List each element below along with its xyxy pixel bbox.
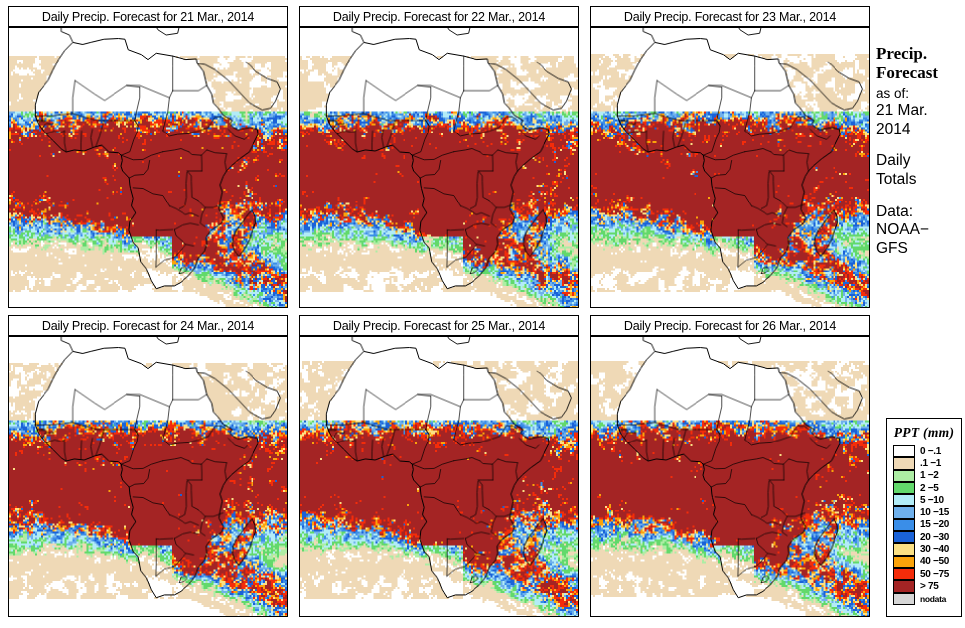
panel-title-text: Daily Precip. Forecast for 22 Mar., 2014 [332,9,546,24]
map-frame [590,27,870,308]
legend-label: 2 −5 [920,482,939,494]
map-panel-24mar: Daily Precip. Forecast for 24 Mar., 2014 [8,315,288,617]
legend-title: PPT (mm) [893,425,955,440]
legend-row: nodata [893,592,961,605]
panel-title: Daily Precip. Forecast for 22 Mar., 2014 [299,6,579,27]
legend-swatch [893,518,915,532]
legend-row: 10 −15 [893,506,961,519]
panel-title-text: Daily Precip. Forecast for 24 Mar., 2014 [41,318,255,333]
legend-swatch [893,580,915,593]
map-panel-22mar: Daily Precip. Forecast for 22 Mar., 2014 [299,6,579,308]
map-frame [8,27,288,308]
map-frame [299,27,579,308]
legend-swatch [893,481,915,495]
legend-row: 20 −30 [893,531,961,544]
legend-label: nodata [920,593,947,604]
legend-label: 50 −75 [920,568,950,580]
data-label: Data: [876,202,914,220]
legend-row: 2 −5 [893,481,961,495]
legend-label: > 75 [920,580,939,592]
spacer [876,190,965,203]
side-heading-line1: Precip. [876,44,928,63]
legend-swatch [893,531,915,544]
map-panel-25mar: Daily Precip. Forecast for 25 Mar., 2014 [299,315,579,617]
legend-rows: 0 −.1.1 −1 1 −2 2 −5 5 −10 10 −15 15 −20 20 −3… [887,445,961,605]
side-heading-line2: Forecast [876,63,938,83]
as-of-label: as of: [876,86,910,102]
legend-label: 5 −10 [920,494,944,506]
legend-row: 1 −2 [893,469,961,482]
legend-swatch [893,543,915,556]
legend-label: 10 −15 [920,507,950,519]
legend-swatch [893,445,915,458]
legend-row: 50 −75 [893,567,961,581]
legend-label: 0 −.1 [920,445,942,457]
legend-row: 0 −.1 [893,445,961,458]
map-frame [8,336,288,617]
side-info-panel: Precip. Forecast as of: 21 Mar. 2014 Dai… [876,44,965,258]
map-panel-26mar: Daily Precip. Forecast for 26 Mar., 2014 [590,315,870,617]
legend-label: 40 −50 [920,556,950,568]
legend-label: 1 −2 [920,470,939,482]
legend-swatch [893,592,915,605]
legend-swatch [893,555,915,568]
map-frame [590,336,870,617]
legend-label: 20 −30 [920,531,950,543]
legend-swatch [893,457,915,470]
precip-map[interactable] [9,28,287,307]
legend: PPT (mm) 0 −.1.1 −1 1 −2 2 −5 5 −10 10 −15 15… [886,418,962,617]
data-source-line1: NOAA− [876,221,929,239]
legend-row: 30 −40 [893,543,961,556]
legend-row: 5 −10 [893,494,961,507]
as-of-date-line2: 2014 [876,120,911,138]
panel-title: Daily Precip. Forecast for 24 Mar., 2014 [8,315,288,336]
precip-map[interactable] [9,337,287,616]
legend-label: 30 −40 [920,544,950,556]
map-frame [299,336,579,617]
legend-label: .1 −1 [920,457,942,469]
legend-label: 15 −20 [920,519,950,531]
map-panel-23mar: Daily Precip. Forecast for 23 Mar., 2014 [590,6,870,308]
data-source-line2: GFS [876,239,908,257]
precip-map[interactable] [591,28,869,307]
panel-title: Daily Precip. Forecast for 25 Mar., 2014 [299,315,579,336]
legend-row: .1 −1 [893,457,961,470]
legend-swatch [893,494,915,507]
panel-title-text: Daily Precip. Forecast for 26 Mar., 2014 [623,318,837,333]
as-of-date-line1: 21 Mar. [876,102,928,120]
panel-title-text: Daily Precip. Forecast for 21 Mar., 2014 [41,9,255,24]
legend-swatch [893,567,915,581]
legend-row: > 75 [893,580,961,593]
precip-map[interactable] [300,28,578,307]
panel-title: Daily Precip. Forecast for 26 Mar., 2014 [590,315,870,336]
spacer [876,139,965,152]
panel-title-text: Daily Precip. Forecast for 23 Mar., 2014 [623,9,837,24]
legend-swatch [893,469,915,482]
map-panel-21mar: Daily Precip. Forecast for 21 Mar., 2014 [8,6,288,308]
totals-line1: Daily [876,152,911,170]
legend-row: 15 −20 [893,518,961,532]
legend-row: 40 −50 [893,555,961,568]
legend-swatch [893,506,915,519]
precip-map[interactable] [591,337,869,616]
precip-map[interactable] [300,337,578,616]
totals-line2: Totals [876,171,917,189]
panel-title-text: Daily Precip. Forecast for 25 Mar., 2014 [332,318,546,333]
panel-title: Daily Precip. Forecast for 21 Mar., 2014 [8,6,288,27]
panel-title: Daily Precip. Forecast for 23 Mar., 2014 [590,6,870,27]
